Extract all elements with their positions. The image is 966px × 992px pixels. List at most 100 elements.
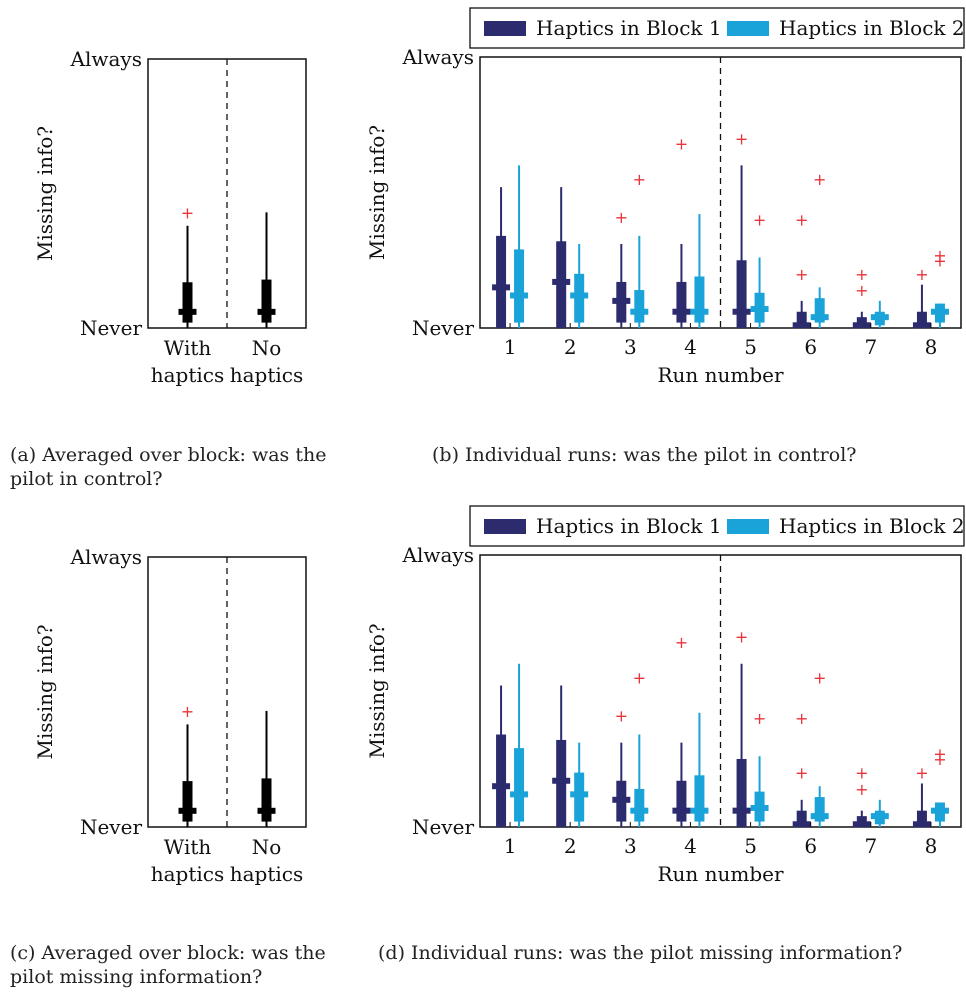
median-mark [570, 292, 589, 299]
legend-swatch-block2 [727, 519, 769, 534]
box-body [916, 311, 927, 328]
legend-label-block1: Haptics in Block 1 [536, 514, 722, 538]
outlier-point: + [181, 203, 194, 222]
caption-a: (a) Averaged over block: was the pilot i… [10, 444, 327, 490]
median-mark [852, 821, 871, 828]
median-mark [492, 284, 511, 291]
legend-swatch-block2 [727, 21, 769, 36]
outlier-point: + [795, 265, 808, 284]
chart-d: ++ +++++ ++++++Haptics in Block 1 Haptics i… [469, 505, 965, 828]
box-1-3 [690, 712, 709, 827]
xtick-label: 6 [804, 834, 817, 858]
outlier-point: + [181, 702, 194, 721]
outlier-point: + [633, 170, 646, 189]
median-mark [912, 821, 931, 828]
box-0-3: + [672, 633, 691, 827]
outlier-point: + [933, 745, 946, 764]
ytick-label-always: Always [402, 45, 474, 69]
outlier-point: + [795, 764, 808, 783]
ytick-label-always: Always [70, 545, 142, 569]
box-body [182, 282, 193, 323]
xtick-label: 7 [864, 335, 877, 359]
xtick-label: 3 [624, 834, 637, 858]
legend-label-block1: Haptics in Block 1 [536, 16, 722, 40]
box-1-1 [570, 742, 589, 827]
box-body [261, 279, 272, 323]
xtick-label: With haptics [151, 835, 225, 886]
outlier-point: + [795, 709, 808, 728]
median-mark [552, 278, 571, 285]
median-mark [750, 306, 769, 313]
box-body [736, 260, 747, 328]
chart-b: ++ +++++ ++++++Haptics in Block 1 Haptics i… [469, 7, 965, 329]
box-1-5: + [810, 170, 829, 328]
outlier-point: + [915, 764, 928, 783]
box-body [676, 281, 687, 323]
median-mark [552, 777, 571, 784]
xtick-label: 3 [624, 335, 637, 359]
box-0-0 [492, 187, 511, 328]
median-mark [690, 308, 709, 315]
median-mark [930, 807, 949, 814]
x-axis-label: Run number [657, 862, 784, 886]
y-axis-label: Missing info? [33, 624, 57, 759]
xtick-label: 6 [804, 335, 817, 359]
xtick-label-line: haptics [230, 363, 304, 387]
chart-c: + With haptics No haptics [147, 556, 307, 886]
xtick-label-line: haptics [230, 862, 304, 886]
box-0-4: + [732, 129, 751, 328]
median-mark [690, 807, 709, 814]
box-1-2: + [630, 668, 649, 827]
xtick-label-line: No [252, 336, 282, 360]
median-mark [750, 804, 769, 811]
median-mark [178, 308, 197, 315]
legend-label-block2: Haptics in Block 2 [779, 514, 965, 538]
xtick-label: 7 [864, 834, 877, 858]
xtick-label: No haptics [230, 835, 304, 886]
median-mark [630, 308, 649, 315]
outlier-point: + [753, 709, 766, 728]
outlier-point: + [633, 668, 646, 687]
chart-a: + With haptics No haptics [147, 58, 307, 387]
box-0: + [178, 203, 197, 328]
box-1 [257, 212, 276, 328]
box-0-6: ++ [852, 764, 871, 828]
median-mark [178, 807, 197, 814]
box-1-3 [690, 214, 709, 328]
box-body [796, 810, 807, 827]
legend-frame [469, 505, 965, 547]
box-body [736, 759, 747, 827]
xtick-label: 1 [504, 834, 517, 858]
box-body [182, 781, 193, 822]
box-body [676, 780, 687, 822]
ytick-label-never: Never [412, 815, 474, 839]
ytick-label-always: Always [402, 543, 474, 567]
legend-frame [469, 7, 965, 49]
outlier-point: + [675, 135, 688, 154]
xtick-label: 5 [744, 335, 757, 359]
outlier-point: + [615, 706, 628, 725]
box-body [916, 810, 927, 827]
box-1-6 [870, 799, 889, 827]
outlier-point: + [753, 211, 766, 230]
x-axis-label: Run number [657, 363, 784, 387]
median-mark [630, 807, 649, 814]
outlier-point: + [933, 246, 946, 265]
legend-swatch-block1 [484, 519, 526, 534]
box-1-4: + [750, 211, 769, 328]
box-1-7: ++ [930, 745, 949, 827]
ytick-label-never: Never [80, 316, 142, 340]
xtick-label: 2 [564, 335, 577, 359]
outlier-point: + [915, 265, 928, 284]
outlier-point: + [735, 129, 748, 148]
box-body [694, 775, 705, 822]
box-0-7: + [912, 764, 931, 828]
box-1-5: + [810, 668, 829, 827]
xtick-label-line: No [252, 835, 282, 859]
caption-c: (c) Averaged over block: was the pilot m… [10, 942, 326, 988]
median-mark [810, 813, 829, 820]
xtick-label: 2 [564, 834, 577, 858]
box-1-0 [510, 663, 529, 827]
xtick-label: With haptics [151, 336, 225, 387]
